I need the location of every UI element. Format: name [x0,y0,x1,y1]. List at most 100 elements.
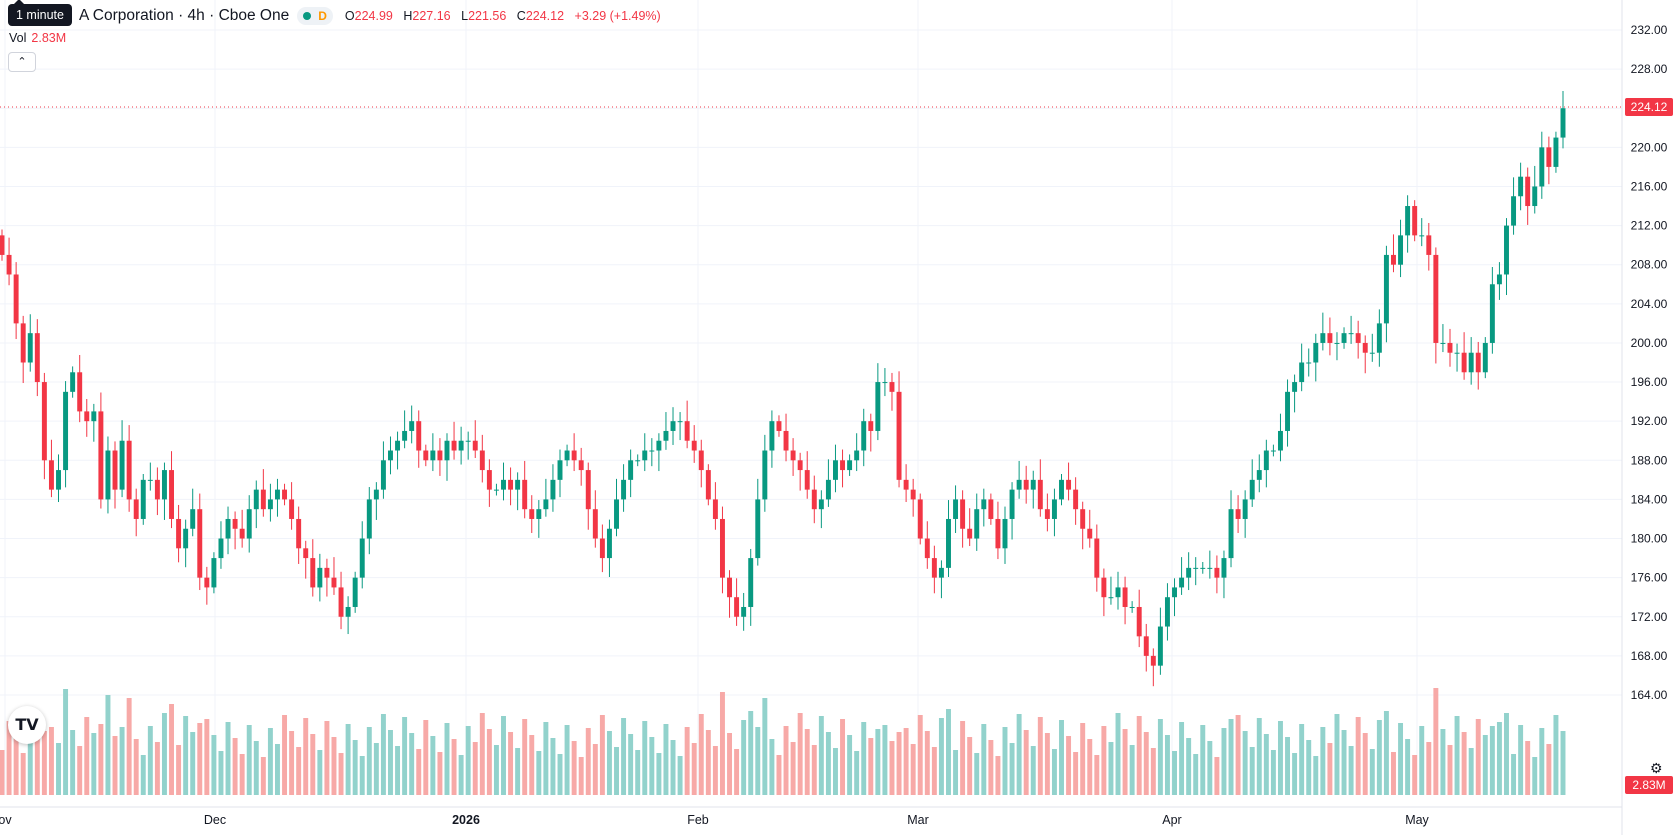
candle-body [98,411,104,500]
tradingview-logo[interactable]: TV [8,706,46,744]
candle-body [1447,342,1453,353]
candle-body [331,577,337,588]
close-label: C [516,9,526,23]
candle-body [1320,333,1326,343]
volume-bar [1461,732,1467,795]
candle-body [1044,509,1050,519]
volume-bar [825,732,831,795]
volume-bar [847,735,853,795]
candle-body [1263,450,1269,471]
volume-bar [1560,731,1566,795]
volume-bar [529,735,535,795]
candle-body [953,499,959,519]
volume-bar [416,749,422,795]
volume-bar [1129,745,1135,795]
candle-body [755,499,761,559]
volume-bar [430,736,436,795]
volume-bar [303,718,309,795]
candle-body [282,489,288,500]
volume-bar [126,698,132,795]
time-axis[interactable]: ov Dec 2026 Feb Mar Apr May [0,813,1430,827]
volume-bar [614,747,619,795]
candle-body [508,479,514,490]
candle-body [946,518,951,568]
volume-bar [1002,727,1008,795]
volume-bar [310,734,316,795]
candle-body [677,421,683,423]
volume-bar [861,722,867,795]
candle-body [762,450,768,500]
candle-body [239,528,245,539]
volume-bar [27,724,33,795]
volume-bar [267,728,273,795]
volume-label: Vol [9,31,27,45]
candle-body [635,460,641,462]
candle-body [296,518,302,549]
volume-bar [946,709,951,795]
volume-bar [818,716,824,795]
price-axis[interactable]: 232.00228.00224.00220.00216.00212.00208.… [1631,23,1668,702]
volume-bar [833,748,838,795]
volume-bar [536,751,542,795]
candle-body [670,421,676,431]
y-tick-label: 176.00 [1631,571,1668,585]
candle-body [1355,333,1361,343]
volume-bar [656,753,662,795]
volume-bar [882,725,888,795]
candle-body [585,470,591,510]
volume-bar [1016,714,1022,795]
candle-body [1087,528,1093,539]
candle-body [260,489,266,510]
y-tick-label: 184.00 [1631,492,1668,506]
volume-bar [1193,754,1199,795]
volume-bar [621,718,627,795]
volume-bar [34,715,40,795]
candle-body [303,548,309,559]
volume-bar [0,750,5,795]
candle-body [324,567,330,578]
candle-body [797,460,803,471]
candle-body [712,499,718,519]
candle-body [1348,333,1354,335]
volume-bar [1327,743,1333,795]
gear-icon[interactable]: ⚙ [1650,760,1663,776]
x-tick-label: Dec [204,813,226,827]
symbol-title[interactable]: A Corporation · 4h · Cboe One [79,7,290,24]
candle-body [197,509,203,578]
candle-body [1306,362,1312,364]
volume-bar [190,732,196,795]
candle-body [790,450,796,461]
candle-body [56,470,61,490]
volume-bar [811,745,817,795]
y-tick-label: 228.00 [1631,62,1668,76]
candle-body [748,558,754,607]
candle-body [1115,587,1121,598]
volume-bar [253,741,259,795]
volume-bar [211,735,217,795]
volume-bar [176,745,182,795]
candle-body [938,567,944,578]
status-pill[interactable]: D [297,7,333,25]
y-tick-label: 164.00 [1631,688,1668,702]
candle-body [119,440,125,490]
candle-body [656,440,662,451]
volume-bar [352,740,358,795]
candle-body [1221,558,1227,578]
candle-body [154,479,160,500]
candle-body [1539,147,1545,187]
volume-bar [1179,722,1185,795]
volume-bar [41,731,47,795]
candle-body [1482,342,1488,373]
collapse-legend-button[interactable]: ⌃ [8,52,36,72]
candle-body [388,450,393,461]
candle-body [931,558,937,578]
volume-bar [1362,733,1368,795]
candle-body [112,450,118,490]
candle-body [571,450,577,461]
volume-bar [345,724,351,795]
volume-bar [712,746,718,795]
candle-body [614,499,619,529]
volume-bar [1101,726,1107,795]
volume-bar [1391,752,1396,795]
